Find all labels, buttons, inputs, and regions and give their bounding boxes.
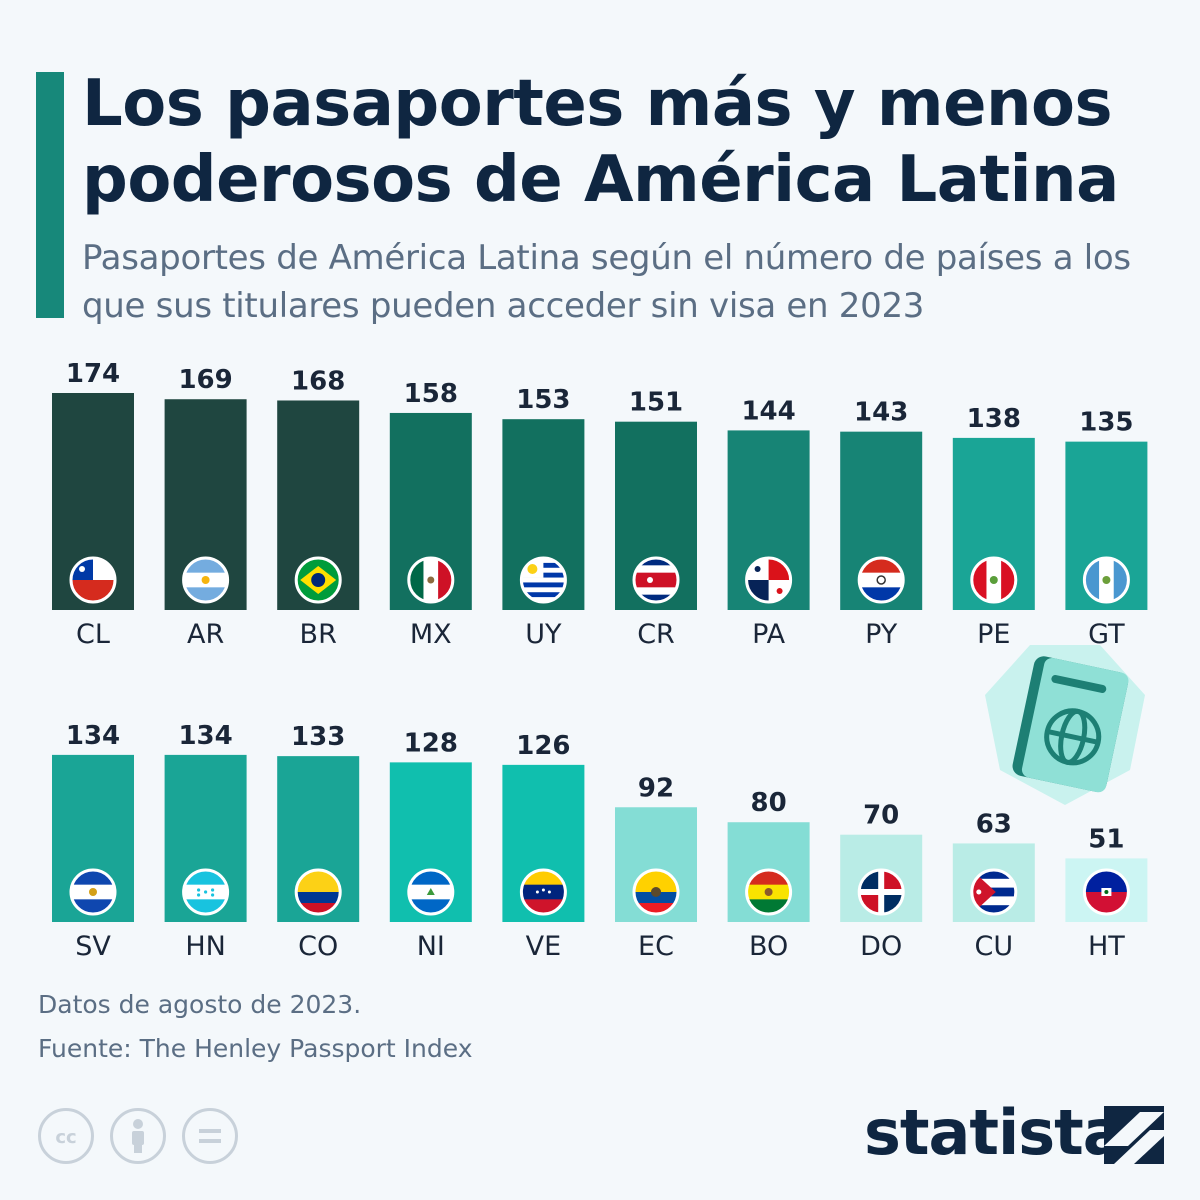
value-label-cr: 151 bbox=[629, 388, 683, 418]
passport-icon bbox=[985, 645, 1145, 805]
flag-ring bbox=[69, 556, 117, 604]
category-label-ar: AR bbox=[187, 619, 224, 650]
page-title: Los pasaportes más y menos poderosos de … bbox=[82, 67, 1119, 217]
flag-ring bbox=[857, 556, 905, 604]
flag-ring bbox=[970, 556, 1018, 604]
value-label-ni: 128 bbox=[404, 728, 458, 758]
value-label-ec: 92 bbox=[638, 773, 674, 803]
flag-ring bbox=[745, 868, 793, 916]
value-label-ve: 126 bbox=[516, 731, 570, 761]
flag-ring bbox=[407, 868, 455, 916]
value-label-mx: 158 bbox=[404, 379, 458, 409]
value-label-py: 143 bbox=[854, 398, 908, 428]
category-label-pa: PA bbox=[752, 619, 786, 650]
source-note: Fuente: The Henley Passport Index bbox=[38, 1034, 473, 1063]
flag-ring bbox=[1082, 556, 1130, 604]
value-label-pa: 144 bbox=[741, 396, 795, 426]
flag-ring bbox=[182, 556, 230, 604]
flag-cu-icon bbox=[971, 870, 1016, 914]
value-label-ar: 169 bbox=[178, 365, 232, 395]
category-label-py: PY bbox=[865, 619, 898, 650]
category-label-co: CO bbox=[298, 931, 338, 962]
value-label-uy: 153 bbox=[516, 385, 570, 415]
category-label-cr: CR bbox=[637, 619, 675, 650]
category-label-ni: NI bbox=[417, 931, 445, 962]
value-label-pe: 138 bbox=[967, 404, 1021, 434]
value-label-gt: 135 bbox=[1079, 408, 1133, 438]
flag-ring bbox=[294, 868, 342, 916]
value-label-sv: 134 bbox=[66, 721, 120, 751]
bar-chart: 174 CL 169 AR 168 BR 158 MX 153 UY 151 CR 144 PA 143 PY… bbox=[52, 359, 1148, 962]
category-label-pe: PE bbox=[977, 619, 1010, 650]
flag-bo-icon bbox=[746, 870, 791, 914]
flag-ring bbox=[970, 868, 1018, 916]
category-label-cl: CL bbox=[76, 619, 110, 650]
flag-ring bbox=[519, 556, 567, 604]
flag-ring bbox=[857, 868, 905, 916]
flag-co-icon bbox=[296, 870, 341, 914]
value-label-cl: 174 bbox=[66, 359, 120, 389]
data-date-note: Datos de agosto de 2023. bbox=[38, 990, 362, 1019]
value-label-br: 168 bbox=[291, 366, 345, 396]
flag-uy-icon bbox=[521, 558, 566, 602]
attribution-icon[interactable] bbox=[110, 1108, 166, 1164]
category-label-hn: HN bbox=[185, 931, 226, 962]
category-label-ec: EC bbox=[638, 931, 674, 962]
svg-text:cc: cc bbox=[55, 1127, 76, 1148]
category-label-ht: HT bbox=[1088, 931, 1125, 962]
category-label-cu: CU bbox=[974, 931, 1013, 962]
flag-ring bbox=[182, 868, 230, 916]
value-label-cu: 63 bbox=[976, 809, 1012, 839]
flag-ring bbox=[632, 868, 680, 916]
category-label-bo: BO bbox=[749, 931, 788, 962]
category-label-br: BR bbox=[300, 619, 337, 650]
value-label-ht: 51 bbox=[1088, 824, 1124, 854]
flag-ring bbox=[519, 868, 567, 916]
statista-logo-text[interactable]: statista bbox=[864, 1096, 1125, 1169]
value-label-bo: 80 bbox=[751, 788, 787, 818]
category-label-mx: MX bbox=[410, 619, 452, 650]
category-label-do: DO bbox=[860, 931, 902, 962]
flag-cr-icon bbox=[634, 558, 678, 602]
category-label-gt: GT bbox=[1088, 619, 1125, 650]
value-label-do: 70 bbox=[863, 801, 899, 831]
title-accent-bar bbox=[36, 72, 64, 318]
category-label-sv: SV bbox=[75, 931, 111, 962]
flag-ec-icon bbox=[634, 870, 678, 914]
flag-ring bbox=[69, 868, 117, 916]
flag-ring bbox=[1082, 868, 1130, 916]
no-derivatives-icon[interactable] bbox=[182, 1108, 238, 1164]
value-label-co: 133 bbox=[291, 722, 345, 752]
page-subtitle: Pasaportes de América Latina según el nú… bbox=[82, 238, 1131, 326]
statista-logo-icon bbox=[1104, 1106, 1164, 1164]
flag-ring bbox=[407, 556, 455, 604]
flag-ring bbox=[745, 556, 793, 604]
flag-ring bbox=[294, 556, 342, 604]
category-label-uy: UY bbox=[525, 619, 562, 650]
creative-commons-icon[interactable]: cc bbox=[38, 1108, 94, 1164]
value-label-hn: 134 bbox=[178, 721, 232, 751]
flag-ring bbox=[632, 556, 680, 604]
category-label-ve: VE bbox=[526, 931, 562, 962]
flag-ht-icon bbox=[1084, 870, 1129, 914]
